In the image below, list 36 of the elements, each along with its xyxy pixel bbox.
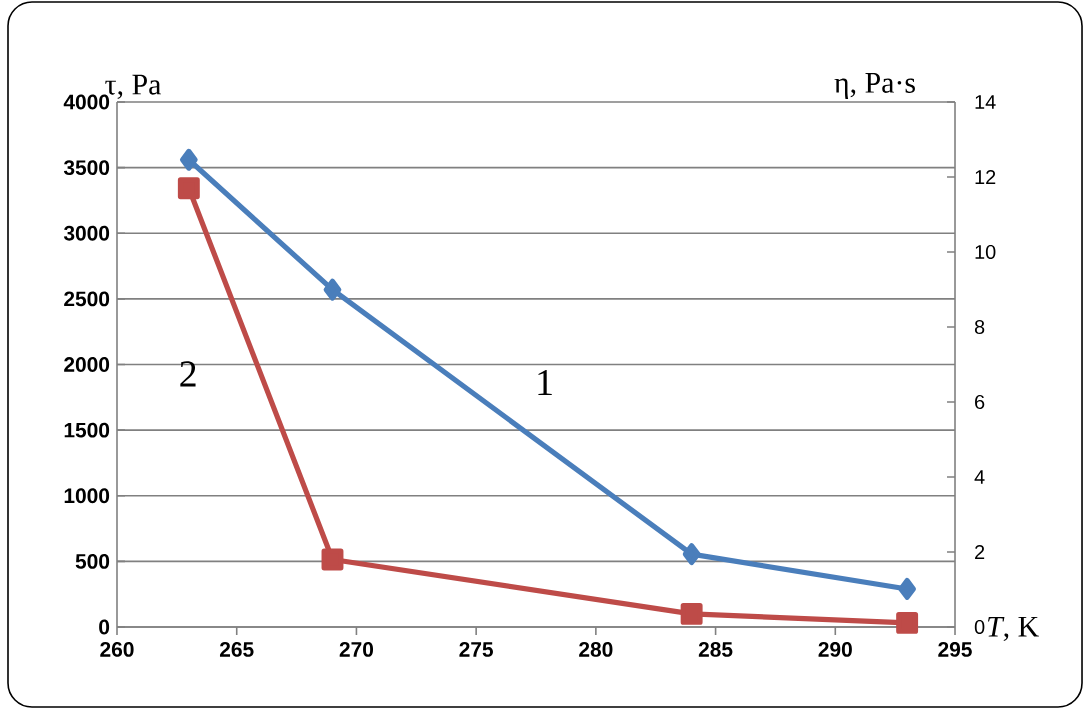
y2-tick-label: 12	[975, 170, 996, 184]
point	[321, 548, 344, 571]
x-tick-label: 260	[100, 642, 134, 657]
x-axis-title: T, K	[988, 616, 1039, 642]
y-tick-label: 500	[75, 553, 110, 569]
y-tick-label: 1500	[64, 422, 110, 438]
point	[680, 602, 703, 625]
point	[323, 278, 342, 301]
x-tick-label: 275	[459, 642, 493, 657]
point	[179, 148, 198, 171]
x-tick-label: 290	[818, 642, 852, 657]
y2-tick-label: 8	[974, 319, 985, 335]
x-tick-label: 265	[219, 642, 254, 657]
point	[896, 611, 919, 634]
series-label: 2	[180, 361, 196, 387]
point	[898, 577, 916, 600]
y2-tick-label: 0	[974, 619, 985, 635]
x-tick-label: 285	[698, 642, 733, 657]
series-label: 1	[538, 369, 552, 395]
y-tick-label: 1000	[64, 488, 110, 504]
y-tick-label: 2000	[64, 357, 110, 372]
x-tick-label: 270	[339, 642, 374, 657]
y2-tick-label: 14	[975, 95, 996, 109]
y2-tick-label: 6	[975, 394, 985, 410]
point	[682, 543, 701, 566]
y2-tick-label: 4	[974, 470, 985, 484]
x-tick-label: 295	[938, 642, 972, 657]
y2-axis-title: η, Pa·s	[834, 73, 915, 99]
y2-tick-label: 10	[975, 244, 996, 260]
y-tick-label: 3000	[63, 225, 110, 241]
point	[177, 177, 200, 200]
x-tick-label: 280	[579, 642, 613, 657]
y-tick-label: 0	[99, 619, 110, 635]
y-tick-label: 2500	[64, 291, 110, 307]
y2-tick-label: 2	[975, 545, 985, 559]
y-tick-label: 3500	[63, 160, 110, 176]
